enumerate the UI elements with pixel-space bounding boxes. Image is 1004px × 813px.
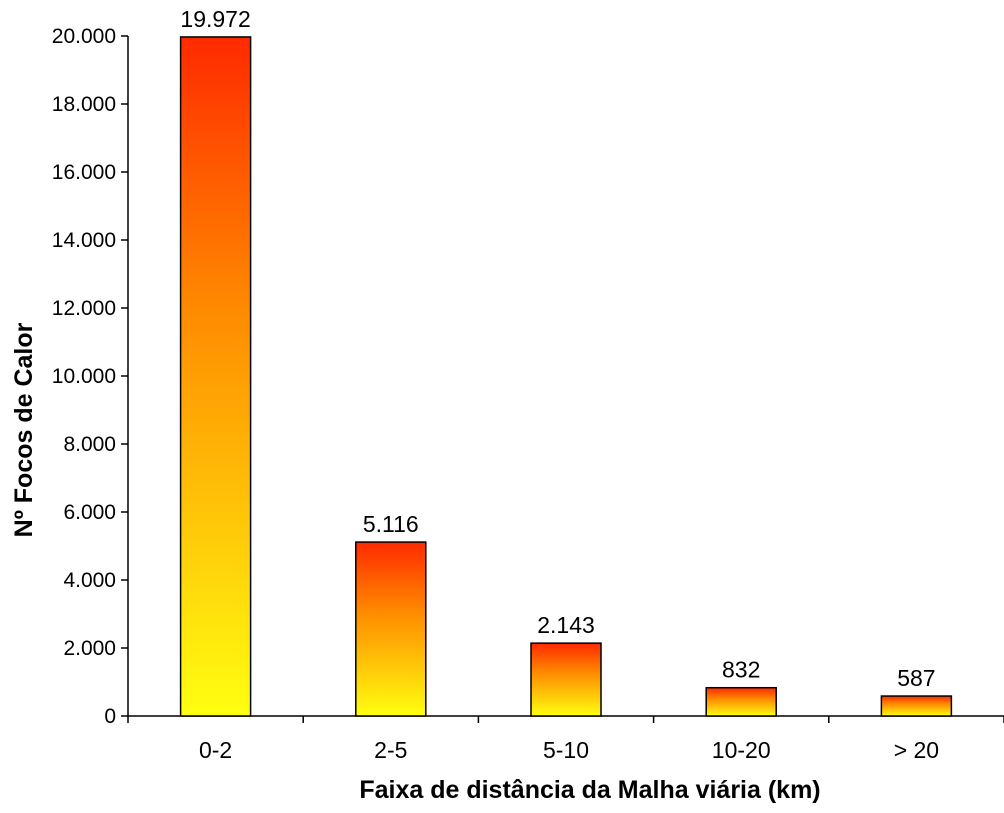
data-label: 587: [897, 665, 935, 691]
bar: [530, 642, 602, 717]
x-tick-label: 0-2: [199, 737, 232, 763]
value-labels: 19.972 5.116 2.143 832 587: [180, 6, 935, 691]
x-tick-label: 5-10: [543, 737, 589, 763]
y-tick-label: 18.000: [52, 93, 116, 116]
bar: [880, 695, 953, 717]
y-tick-label: 0: [104, 705, 116, 728]
y-tick-label: 4.000: [63, 569, 116, 592]
bar: [705, 686, 777, 717]
y-tick-label: 14.000: [52, 229, 116, 252]
y-axis-title: Nº Focos de Calor: [10, 322, 38, 537]
y-tick-label: 8.000: [63, 433, 116, 456]
x-axis: 0-2 2-5 5-10 10-20 > 20: [127, 715, 1004, 763]
y-tick-label: 20.000: [52, 25, 116, 48]
data-label: 2.143: [537, 612, 595, 638]
y-axis: 0 2.000 4.000 6.000 8.000 10.000 12.000 14.000 1…: [52, 25, 129, 728]
y-tick-label: 10.000: [52, 365, 116, 388]
bars: [179, 36, 953, 717]
y-tick-label: 2.000: [63, 637, 116, 660]
y-tick-label: 6.000: [63, 501, 116, 524]
y-tick-label: 16.000: [52, 161, 116, 184]
data-label: 19.972: [180, 6, 250, 32]
x-axis-title: Faixa de distância da Malha viária (km): [359, 776, 820, 804]
data-label: 5.116: [363, 511, 419, 537]
x-tick-label: > 20: [894, 737, 939, 763]
data-label: 832: [722, 657, 760, 683]
bar: [355, 541, 427, 717]
x-tick-label: 2-5: [374, 737, 407, 763]
bar: [179, 36, 252, 717]
x-tick-label: 10-20: [712, 737, 771, 763]
y-tick-label: 12.000: [52, 297, 116, 320]
